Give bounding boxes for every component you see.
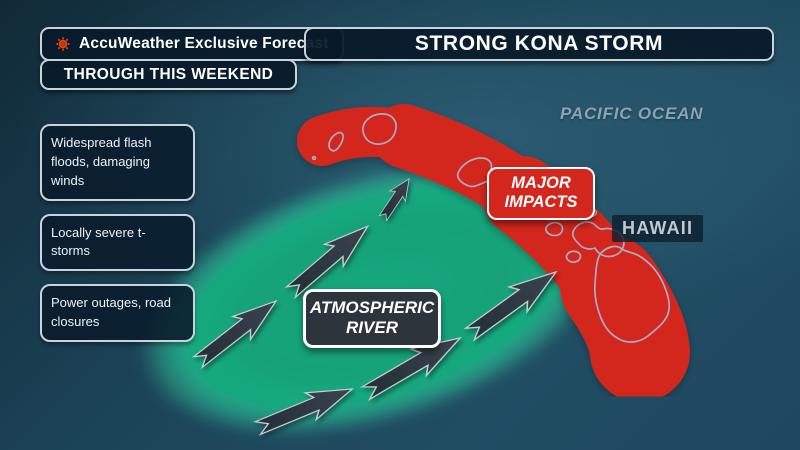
impact-item-flooding: Widespread flash floods, damaging winds: [40, 124, 195, 201]
impact-item-tstorms: Locally severe t-storms: [40, 213, 195, 272]
impact-item-label: Widespread flash floods, damaging winds: [51, 135, 152, 188]
major-impacts-callout: MAJOR IMPACTS: [487, 167, 595, 220]
time-badge: THROUGH THIS WEEKEND: [40, 59, 297, 90]
major-impacts-label: MAJOR IMPACTS: [504, 174, 578, 212]
island-hawaii-big-island: [593, 245, 671, 343]
impact-item-label: Locally severe t-storms: [51, 224, 146, 259]
time-badge-label: THROUGH THIS WEEKEND: [63, 65, 274, 83]
sun-icon: [55, 36, 71, 52]
impact-list: Widespread flash floods, damaging winds …: [40, 124, 195, 342]
atmospheric-river-label: ATMOSPHERIC RIVER: [309, 298, 435, 338]
region-label-hawaii: HAWAII: [612, 215, 704, 242]
island-islet-dot: [311, 155, 317, 161]
headline-bar: STRONG KONA STORM: [304, 27, 774, 61]
brand-badge: AccuWeather Exclusive Forecast: [40, 27, 344, 61]
island-lanai: [545, 221, 564, 237]
impact-item-outages: Power outages, road closures: [40, 284, 195, 342]
headline-text: STRONG KONA STORM: [414, 32, 664, 55]
atmospheric-river-callout: ATMOSPHERIC RIVER: [303, 289, 441, 348]
island-niihau: [328, 131, 344, 152]
impact-item-label: Power outages, road closures: [51, 295, 171, 330]
island-kauai: [362, 113, 397, 145]
ocean-label: PACIFIC OCEAN: [560, 104, 704, 123]
island-kahoolawe: [565, 250, 582, 263]
brand-badge-label: AccuWeather Exclusive Forecast: [79, 35, 329, 52]
